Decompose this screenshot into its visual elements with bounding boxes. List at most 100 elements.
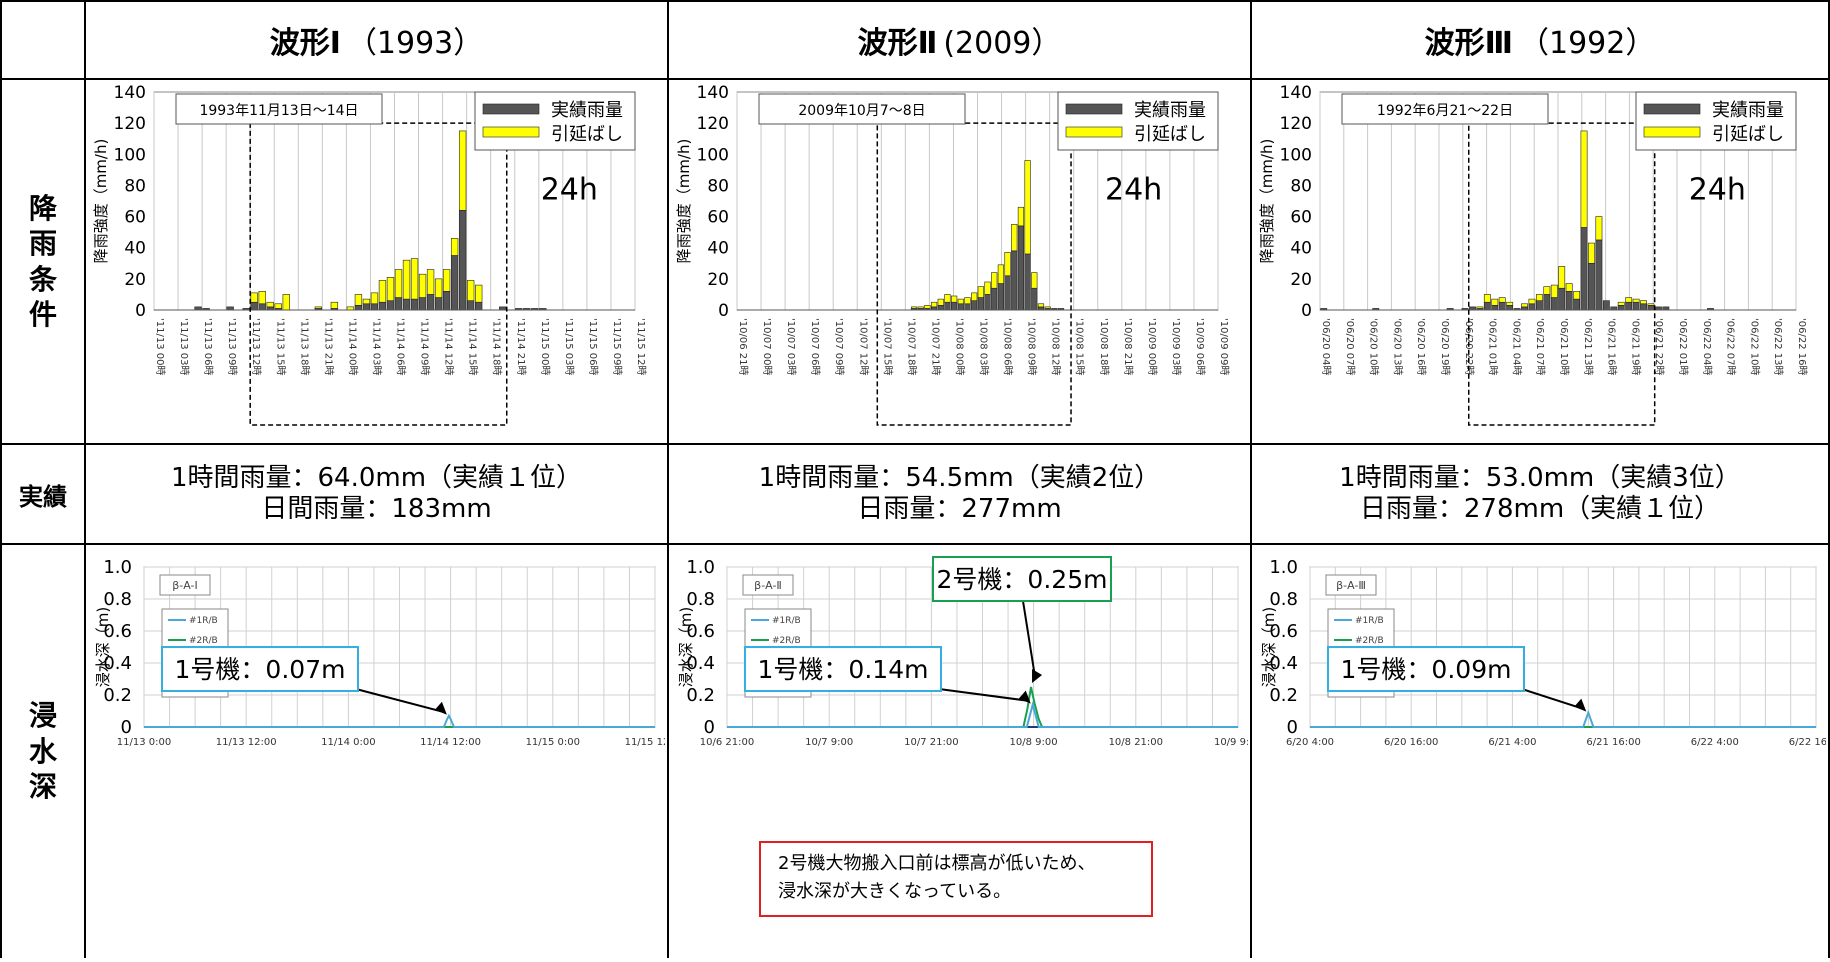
y-axis-label: 降雨強度（mm/h) xyxy=(675,139,693,264)
chart-title-box xyxy=(742,574,794,596)
x-tick-label: '11/13 12時 xyxy=(250,318,262,375)
results-cell-3: 1時間雨量：53.0mm（実績3位） 日雨量：278mm（実績１位） xyxy=(1252,445,1830,545)
callout-text-unit1: 1号機：0.09m xyxy=(1341,655,1512,684)
bar-actual xyxy=(466,300,475,311)
bar-actual xyxy=(1580,227,1588,311)
bar-extended xyxy=(944,294,951,303)
x-tick-label: '11/15 06時 xyxy=(587,318,599,375)
legend-label-actual: 実績雨量 xyxy=(1134,100,1206,121)
x-tick-label: '10/08 06時 xyxy=(1002,318,1014,375)
y-tick-label: 0.8 xyxy=(686,589,715,610)
legend-swatch-actual xyxy=(482,103,540,115)
bar-actual xyxy=(964,303,971,311)
bar-actual xyxy=(1588,262,1595,311)
x-tick-label: '10/08 15時 xyxy=(1074,318,1086,375)
x-tick-label: '11/15 00時 xyxy=(539,318,551,375)
rain-cell-1: 0 20 40 60 80 100 120 140 降雨強度（mm/h) '11/13 00時 '1… xyxy=(86,80,669,445)
y-tick-label: 0.6 xyxy=(1269,621,1298,642)
y-tick-label: 140 xyxy=(114,83,146,103)
chart-title: β-A-Ⅲ xyxy=(1336,579,1366,592)
series-line xyxy=(144,713,655,728)
callout-box-unit1 xyxy=(1327,646,1525,692)
legend-box xyxy=(1635,91,1797,151)
x-tick-label: '10/07 21時 xyxy=(929,318,941,375)
row-label-flood: 浸 水 深 xyxy=(0,545,86,958)
rain-cell-2: 0 20 40 60 80 100 120 140 降雨強度（mm/h) '10/06 21時 '1… xyxy=(669,80,1252,445)
legend-box xyxy=(1057,91,1219,151)
y-tick-label: 20 xyxy=(124,270,146,290)
row-label-char: 雨 xyxy=(28,227,57,261)
x-tick-label: '06/20 13時 xyxy=(1391,318,1403,375)
y-tick-label: 0 xyxy=(1301,301,1312,321)
y-tick-label: 40 xyxy=(1290,239,1312,259)
x-tick-label: '10/08 21時 xyxy=(1122,318,1134,375)
legend-label-extended: 引延ばし xyxy=(551,124,623,145)
bar-extended xyxy=(924,305,931,309)
col-header-name: 波形Ⅲ xyxy=(1424,26,1513,61)
flood-cell-1: 0 0.2 0.4 0.6 0.8 1.0 浸水深（m) 11/13 0:00 11/13 12… xyxy=(86,545,685,958)
bar-actual xyxy=(1528,303,1536,311)
bar-actual xyxy=(991,287,998,311)
legend-swatch-extended xyxy=(482,126,540,138)
x-tick-label: '10/07 06時 xyxy=(809,318,821,375)
x-tick-label: '10/08 18時 xyxy=(1098,318,1110,375)
note-text: 浸水深が大きくなっている。 xyxy=(778,881,1011,902)
bar-actual xyxy=(1647,305,1655,311)
bar-extended xyxy=(1588,242,1595,264)
x-tick-label: '11/15 12時 xyxy=(635,318,647,375)
bar-actual xyxy=(1031,287,1038,311)
bar-actual xyxy=(1506,305,1514,311)
results-line2: 日間雨量：183mm xyxy=(261,494,492,524)
bar-actual xyxy=(1543,294,1551,311)
bar-extended xyxy=(330,301,339,309)
legend-box xyxy=(474,91,636,151)
x-tick-label: '10/06 21時 xyxy=(737,318,749,375)
bar-extended xyxy=(1024,160,1031,255)
bar-actual xyxy=(1595,239,1603,311)
callout-arrow xyxy=(355,688,444,713)
bar-extended xyxy=(426,269,435,295)
bar-extended xyxy=(957,298,964,305)
window-24h-box xyxy=(876,122,1072,426)
x-tick-label: 10/8 9:00 xyxy=(1010,737,1058,748)
bar-actual xyxy=(1483,301,1491,311)
y-tick-label: 140 xyxy=(1280,83,1312,103)
x-tick-label: '11/13 09時 xyxy=(226,318,238,375)
bar-extended xyxy=(1031,272,1038,289)
bar-extended xyxy=(258,291,266,305)
bar-extended xyxy=(1558,266,1566,289)
bar-actual xyxy=(1565,291,1573,311)
x-tick-label: '11/14 03時 xyxy=(370,318,382,375)
bar-actual xyxy=(957,303,964,311)
bar-actual xyxy=(258,303,266,311)
y-tick-label: 60 xyxy=(707,208,729,228)
callout-arrow xyxy=(1022,600,1037,678)
chart-title: β-A-Ⅱ xyxy=(754,579,782,592)
row-label-char: 水 xyxy=(28,734,57,768)
callout-box-unit1 xyxy=(744,646,942,692)
bar-extended xyxy=(1498,297,1506,303)
x-tick-label: 11/15 0:00 xyxy=(526,737,580,748)
bar-extended xyxy=(354,294,363,306)
flood-cell-3: 0 0.2 0.4 0.6 0.8 1.0 浸水深（m) 6/20 4:00 6/20 16:0… xyxy=(1252,545,1830,958)
y-axis-label: 浸水深（m) xyxy=(1260,607,1278,687)
flood-cell-2: 0 0.2 0.4 0.6 0.8 1.0 浸水深（m) 10/6 21:00 10/7 9:0… xyxy=(669,545,1262,958)
bar-extended xyxy=(1543,286,1551,295)
x-tick-label: '11/15 03時 xyxy=(563,318,575,375)
bar-actual xyxy=(937,305,944,311)
y-axis-label: 降雨強度（mm/h) xyxy=(1258,139,1276,264)
flood-chart-1992: 0 0.2 0.4 0.6 0.8 1.0 浸水深（m) 6/20 4:00 6/20 16:0… xyxy=(1260,557,1830,748)
bar-actual xyxy=(1573,298,1581,311)
col-header-year: （1993） xyxy=(346,26,484,61)
results-cell-2: 1時間雨量：54.5mm（実績2位） 日雨量：277mm xyxy=(669,445,1252,545)
bar-actual xyxy=(984,294,991,311)
x-tick-label: 6/21 16:00 xyxy=(1586,737,1640,748)
x-tick-label: 6/20 16:00 xyxy=(1384,737,1438,748)
bar-extended xyxy=(282,294,290,311)
legend-swatch-actual xyxy=(1643,103,1701,115)
y-tick-label: 0 xyxy=(704,717,715,738)
y-tick-label: 0 xyxy=(718,301,729,321)
y-tick-label: 0.2 xyxy=(103,685,132,706)
bar-actual xyxy=(1625,301,1633,311)
y-tick-label: 1.0 xyxy=(1269,557,1298,578)
